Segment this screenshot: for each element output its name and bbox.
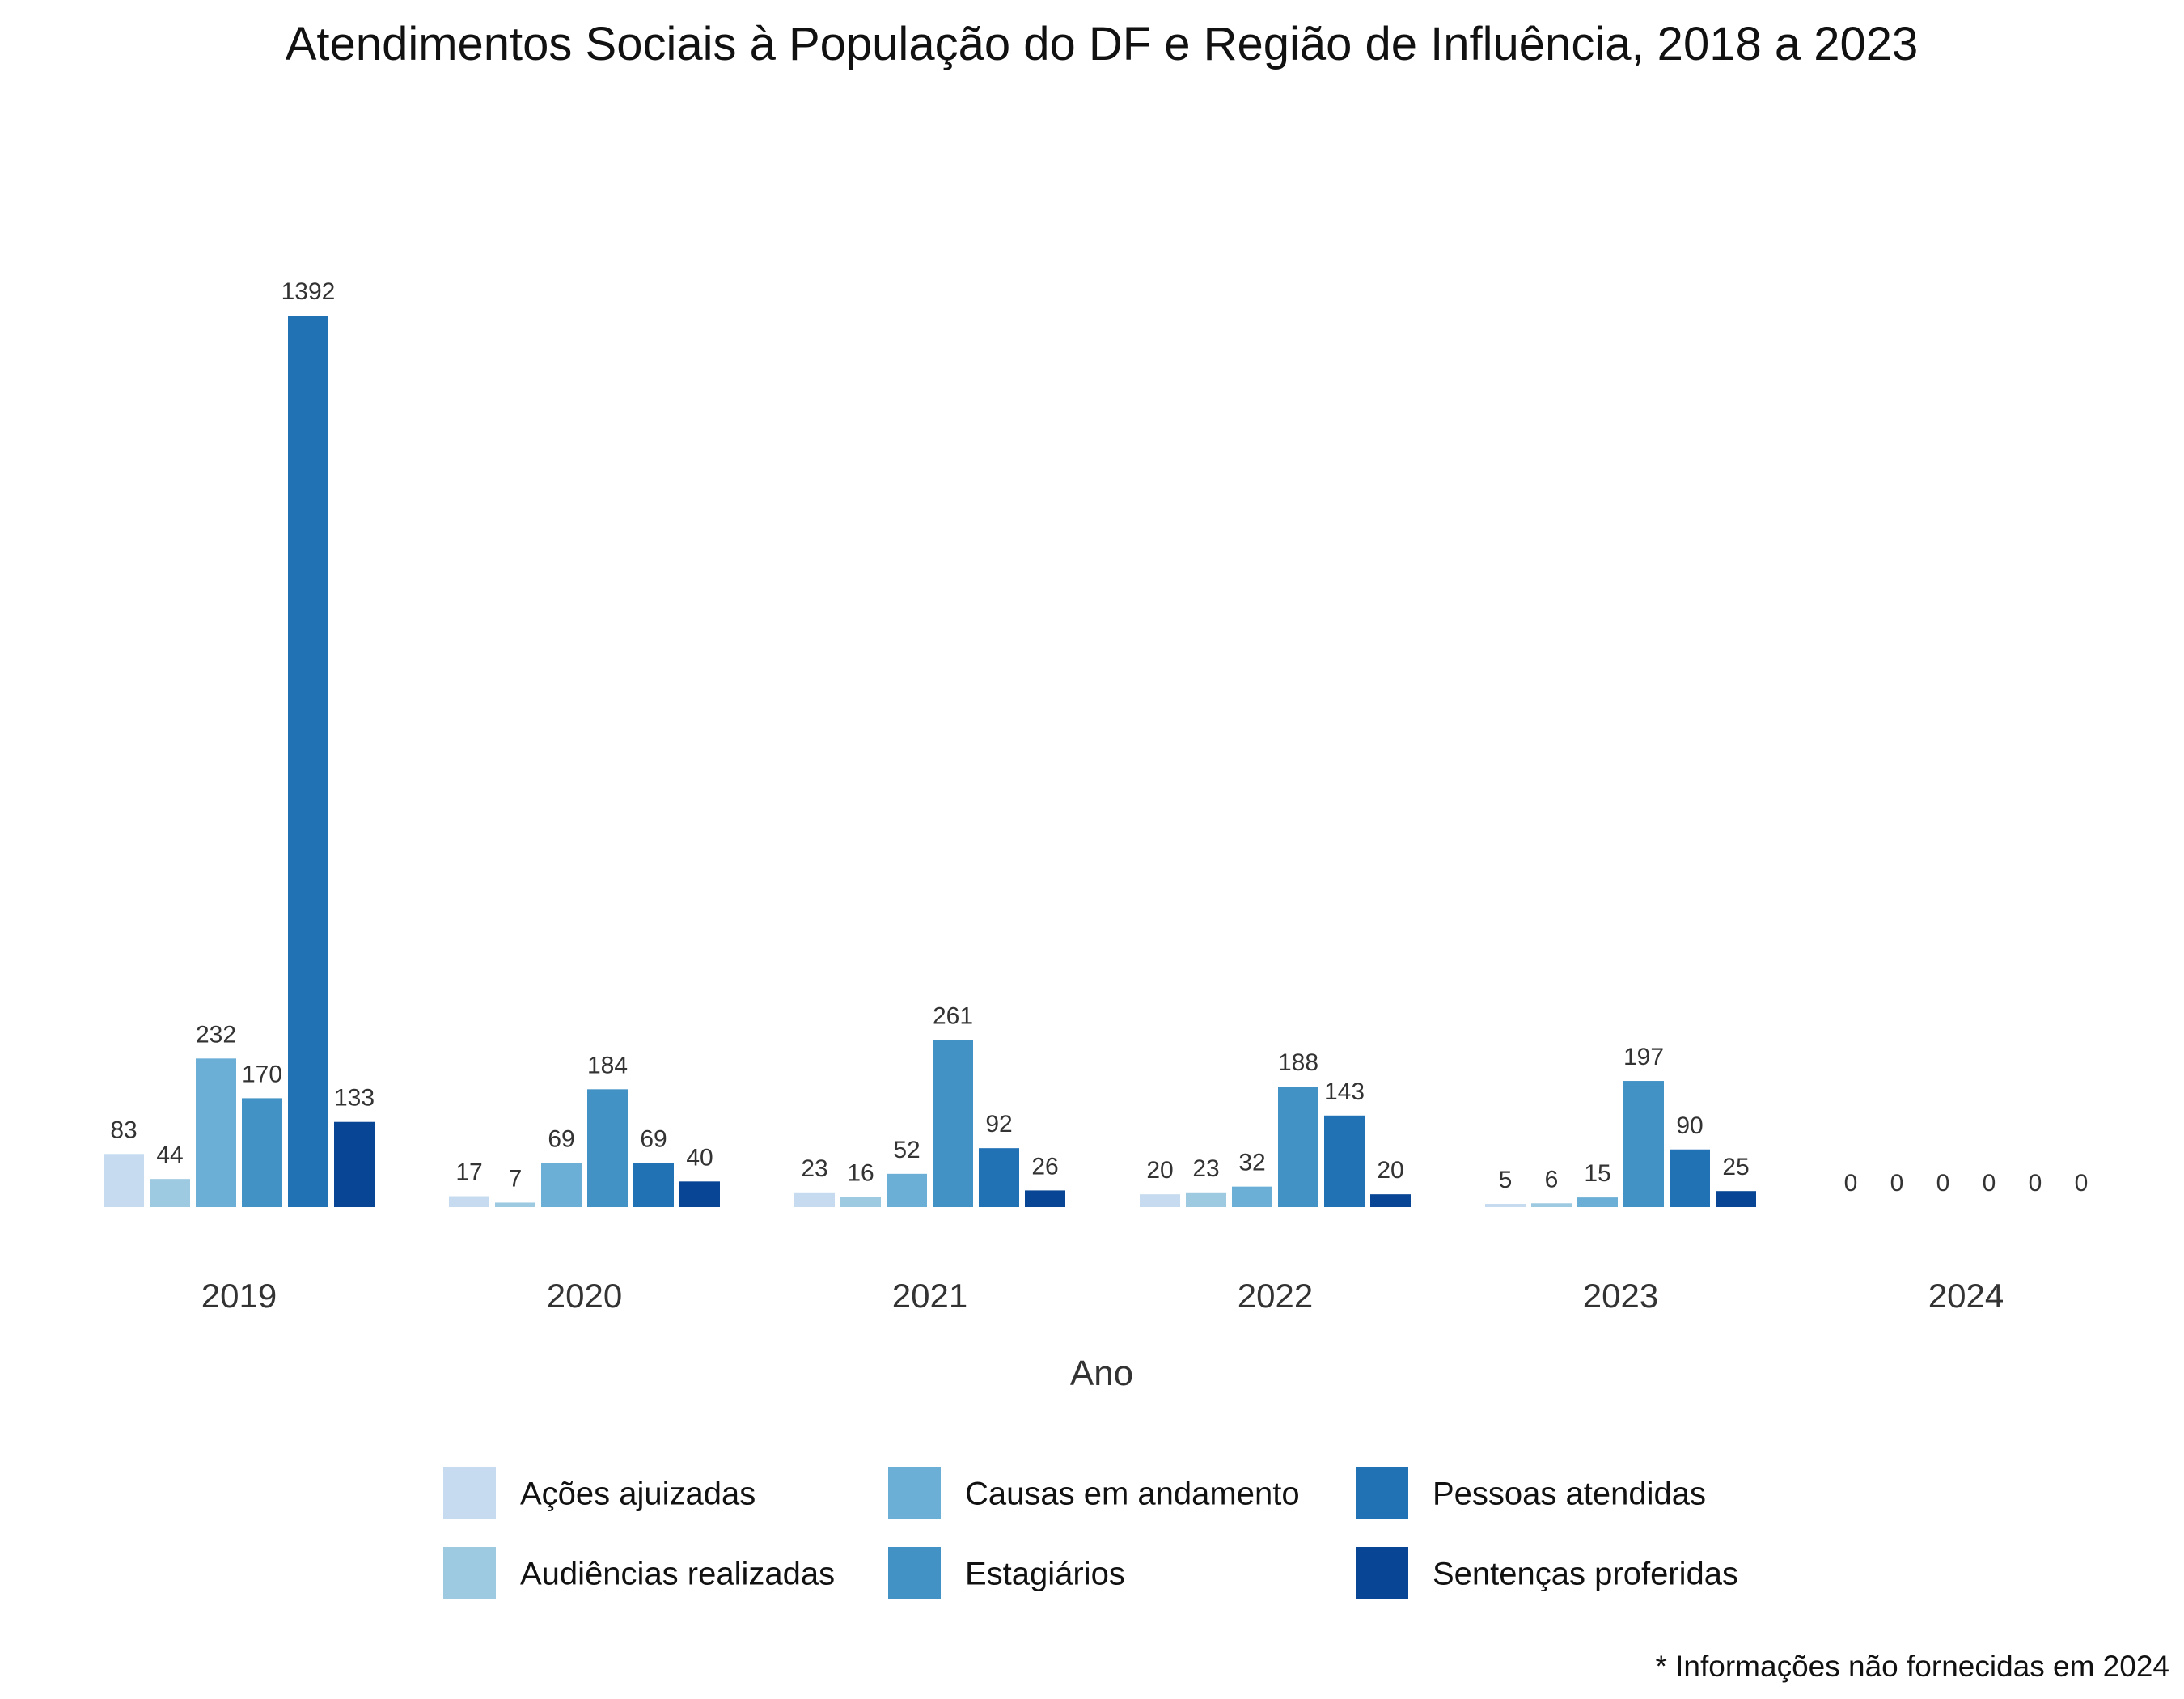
bar [1025, 1190, 1065, 1207]
bar-value-label: 15 [1584, 1160, 1610, 1187]
bar-value-label: 20 [1146, 1157, 1173, 1184]
legend-swatch [443, 1547, 496, 1599]
bar [1278, 1087, 1318, 1207]
bar [242, 1098, 282, 1207]
bar [887, 1173, 927, 1207]
bar [933, 1040, 973, 1207]
bar [1577, 1197, 1618, 1207]
bar-value-label: 23 [1192, 1155, 1219, 1182]
legend: Ações ajuizadas Audiências realizadas Caus… [443, 1467, 1738, 1599]
bar-value-label: 188 [1278, 1049, 1318, 1076]
bar-value-label: 52 [893, 1137, 920, 1163]
bar [979, 1148, 1019, 1207]
bar-value-label: 20 [1377, 1157, 1403, 1184]
bar [541, 1163, 582, 1207]
bar-value-label: 0 [1844, 1170, 1858, 1197]
bar [288, 316, 328, 1207]
bar [1623, 1081, 1664, 1207]
bar-value-label: 1392 [281, 278, 336, 305]
legend-label: Estagiários [965, 1557, 1125, 1592]
bar-value-label: 0 [1890, 1170, 1904, 1197]
x-tick-label: 2019 [201, 1277, 277, 1315]
bar-value-label: 40 [686, 1144, 713, 1171]
bar [196, 1058, 236, 1207]
bar-value-label: 23 [801, 1155, 827, 1182]
bar-value-label: 7 [509, 1165, 523, 1192]
bar [1324, 1115, 1365, 1207]
chart-title: Atendimentos Sociais à População do DF e… [286, 18, 1918, 70]
legend-label: Sentenças proferidas [1433, 1557, 1738, 1592]
bar [1370, 1194, 1411, 1207]
legend-swatch [1356, 1547, 1408, 1599]
bar-value-label: 5 [1499, 1167, 1513, 1193]
legend-label: Causas em andamento [965, 1477, 1300, 1512]
bar [449, 1196, 489, 1207]
bar-value-label: 16 [847, 1159, 874, 1186]
bar-value-label: 44 [156, 1142, 183, 1168]
bar [633, 1163, 674, 1207]
bar-value-label: 92 [985, 1111, 1012, 1138]
bar [150, 1179, 190, 1207]
bar-value-label: 133 [334, 1085, 375, 1112]
bar-value-label: 0 [2029, 1170, 2042, 1197]
bar [587, 1089, 628, 1207]
bar-value-label: 0 [1936, 1170, 1950, 1197]
x-tick-label: 2023 [1583, 1277, 1658, 1315]
bar [334, 1121, 375, 1207]
bar [679, 1181, 720, 1207]
x-tick-label: 2021 [892, 1277, 967, 1315]
x-tick-label: 2020 [547, 1277, 622, 1315]
bar [1186, 1192, 1226, 1207]
bar-value-label: 170 [242, 1061, 282, 1087]
x-axis-ticks: 2019 2020 2021 2022 2023 2024 [201, 1277, 2004, 1315]
legend-swatch [888, 1467, 941, 1519]
x-tick-label: 2022 [1238, 1277, 1313, 1315]
x-axis-title: Ano [1070, 1354, 1133, 1393]
bar-value-label: 32 [1238, 1150, 1265, 1176]
bar-value-label: 17 [455, 1159, 482, 1186]
bar-value-label: 90 [1676, 1112, 1703, 1139]
bar [495, 1202, 535, 1207]
bar-value-label: 261 [933, 1002, 973, 1029]
bar-value-label: 232 [196, 1021, 236, 1048]
bar-value-label: 197 [1623, 1044, 1664, 1070]
bar [1485, 1204, 1526, 1207]
bar [1232, 1186, 1272, 1207]
bar-value-label: 69 [548, 1125, 574, 1152]
bar [1670, 1149, 1710, 1207]
footnote: * Informações não fornecidas em 2024 [1655, 1650, 2169, 1683]
bar-value-label: 26 [1031, 1153, 1058, 1180]
legend-swatch [888, 1547, 941, 1599]
bar [794, 1192, 835, 1207]
legend-label: Audiências realizadas [520, 1557, 835, 1592]
bar-value-label: 6 [1545, 1166, 1559, 1193]
bar-value-label: 25 [1722, 1154, 1749, 1180]
bar-value-label: 184 [587, 1052, 628, 1078]
legend-swatch [443, 1467, 496, 1519]
bar [104, 1154, 144, 1207]
bars-layer [104, 316, 1756, 1207]
legend-label: Ações ajuizadas [520, 1477, 756, 1512]
bar-value-label: 69 [640, 1125, 667, 1152]
bar-value-label: 0 [2075, 1170, 2089, 1197]
bar [1140, 1194, 1180, 1207]
bar [1531, 1203, 1572, 1207]
bar [840, 1197, 881, 1207]
x-tick-label: 2024 [1928, 1277, 2004, 1315]
legend-label: Pessoas atendidas [1433, 1477, 1706, 1512]
bar-value-label: 0 [1983, 1170, 1996, 1197]
bar [1716, 1191, 1756, 1207]
bar-value-label: 143 [1324, 1078, 1365, 1105]
bar-value-label: 83 [110, 1116, 137, 1143]
legend-swatch [1356, 1467, 1408, 1519]
